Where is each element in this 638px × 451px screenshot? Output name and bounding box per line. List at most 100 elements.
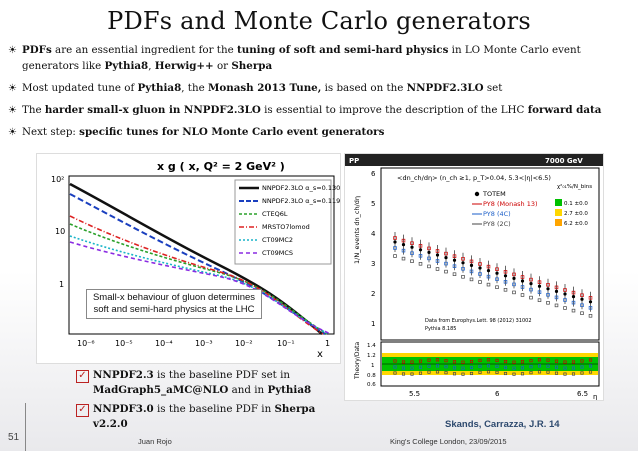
mc-marker xyxy=(427,256,431,261)
mc-marker xyxy=(435,267,440,271)
ratio-marker xyxy=(418,365,423,369)
footer-venue: King's College London, 23/09/2015 xyxy=(390,437,507,446)
mc-marker xyxy=(580,303,584,307)
mc-marker xyxy=(461,275,465,279)
ratio-marker xyxy=(393,359,397,363)
page-number: 51 xyxy=(8,432,20,443)
legend-entry: CTEQ6L xyxy=(262,210,288,218)
ytick-label: 5 xyxy=(371,200,375,208)
ratio-marker xyxy=(478,364,482,368)
mc-marker xyxy=(461,257,465,261)
ratio-marker xyxy=(461,372,465,376)
ratio-marker xyxy=(427,364,431,368)
data-points xyxy=(393,232,593,318)
x-axis-label: η xyxy=(593,393,597,400)
ratio-marker xyxy=(486,370,491,374)
ratio-marker xyxy=(503,365,508,370)
mc-marker xyxy=(546,293,550,297)
mc-marker xyxy=(520,275,525,279)
ytick-label: 4 xyxy=(371,230,376,238)
mc-marker xyxy=(503,270,508,274)
ratio-marker xyxy=(580,371,584,375)
mc-marker xyxy=(588,314,593,318)
mc-marker xyxy=(435,249,440,253)
mc-marker xyxy=(520,285,525,289)
ratio-tick: 0.8 xyxy=(367,373,376,379)
ratio-marker xyxy=(554,371,559,375)
mc-marker xyxy=(444,269,448,274)
mc-marker xyxy=(393,246,397,250)
checkmark-icon: ✓ xyxy=(76,370,89,383)
legend-entry: PY8 (4C) xyxy=(483,210,511,218)
legend-entry: CT09MCS xyxy=(262,249,293,257)
chi2-value: 0.1 ±0.0 xyxy=(564,201,588,207)
ratio-marker xyxy=(418,359,423,363)
right-legend: TOTEM PY8 (Monash 13) PY8 (4C) PY8 (2C) … xyxy=(472,183,592,228)
ratio-marker xyxy=(495,358,499,362)
chi2-swatch xyxy=(555,219,562,226)
ratio-marker xyxy=(503,371,508,376)
chi2-value: 6.2 ±0.0 xyxy=(564,221,588,227)
ratio-tick: 0.6 xyxy=(367,382,376,388)
mc-marker xyxy=(503,288,508,292)
ytick-label: 10² xyxy=(51,175,64,184)
chi2-swatch xyxy=(555,199,562,206)
legend-entry: NNPDF2.3LO α_s=0.130 xyxy=(262,184,340,192)
ratio-marker xyxy=(444,359,448,363)
mc-marker xyxy=(537,298,542,302)
ratio-marker xyxy=(486,364,491,368)
legend-entry: TOTEM xyxy=(482,190,506,198)
ratio-marker xyxy=(444,365,448,369)
curve-ct09mc2 xyxy=(69,235,330,335)
mc-marker xyxy=(469,277,474,282)
ratio-marker xyxy=(512,366,516,370)
ratio-marker xyxy=(461,360,465,364)
ratio-marker xyxy=(554,365,559,369)
ratio-marker xyxy=(537,370,542,374)
bullet-icon: ☀ xyxy=(8,127,17,138)
curve-nnpdf23lo-130 xyxy=(69,182,323,335)
y-axis-label: 1/N_events dn_ch/dη xyxy=(353,196,361,264)
credit-text: Skands, Carrazza, J.R. 14 xyxy=(445,419,560,430)
ytick-label: 2 xyxy=(371,290,375,298)
mc-marker xyxy=(444,251,448,256)
mc-marker xyxy=(588,306,593,310)
mc-marker xyxy=(512,272,516,277)
ratio-tick: 1.2 xyxy=(367,353,376,359)
bullet-item: ☀ The harder small-x gluon in NNPDF2.3LO … xyxy=(8,102,630,118)
ratio-marker xyxy=(427,358,431,362)
mc-marker xyxy=(529,277,533,282)
bullet-text: Most updated tune of Pythia8, the Monash… xyxy=(22,82,503,94)
plot-header-bar xyxy=(345,154,603,166)
ratio-points xyxy=(393,358,593,376)
checkmark-icon: ✓ xyxy=(76,404,89,417)
ratio-marker xyxy=(401,366,406,370)
mc-marker xyxy=(478,262,482,266)
ratio-marker xyxy=(520,360,525,364)
mc-marker xyxy=(546,301,550,305)
gluon-pdf-svg: x g ( x, Q² = 2 GeV² ) 10² 10 1 10⁻⁶ 10⁻… xyxy=(51,160,340,360)
mc-marker xyxy=(469,259,474,264)
xtick-label: 5.5 xyxy=(409,390,420,398)
mc-marker xyxy=(435,259,440,263)
ratio-marker xyxy=(546,364,550,368)
ratio-marker xyxy=(537,358,542,362)
mc-marker xyxy=(452,254,457,258)
ratio-marker xyxy=(478,370,482,374)
mc-marker xyxy=(571,300,576,305)
ratio-marker xyxy=(571,360,576,364)
mc-marker xyxy=(452,264,457,268)
ratio-marker xyxy=(529,359,533,363)
data-note: Data from Europhys.Lett. 98 (2012) 31002 xyxy=(425,318,532,324)
ratio-marker xyxy=(393,365,397,369)
mc-marker xyxy=(520,293,525,297)
plot-title: x g ( x, Q² = 2 GeV² ) xyxy=(157,160,285,173)
mc-marker xyxy=(563,306,567,310)
bullet-text: Next step: specific tunes for NLO Monte … xyxy=(22,126,385,138)
slide-title: PDFs and Monte Carlo generators xyxy=(107,7,531,35)
ratio-marker xyxy=(512,360,516,364)
ratio-marker xyxy=(529,365,533,369)
ratio-marker xyxy=(495,364,499,368)
mc-marker xyxy=(537,280,542,284)
bullet-list: ☀ PDFs are an essential ingredient for th… xyxy=(8,42,630,146)
